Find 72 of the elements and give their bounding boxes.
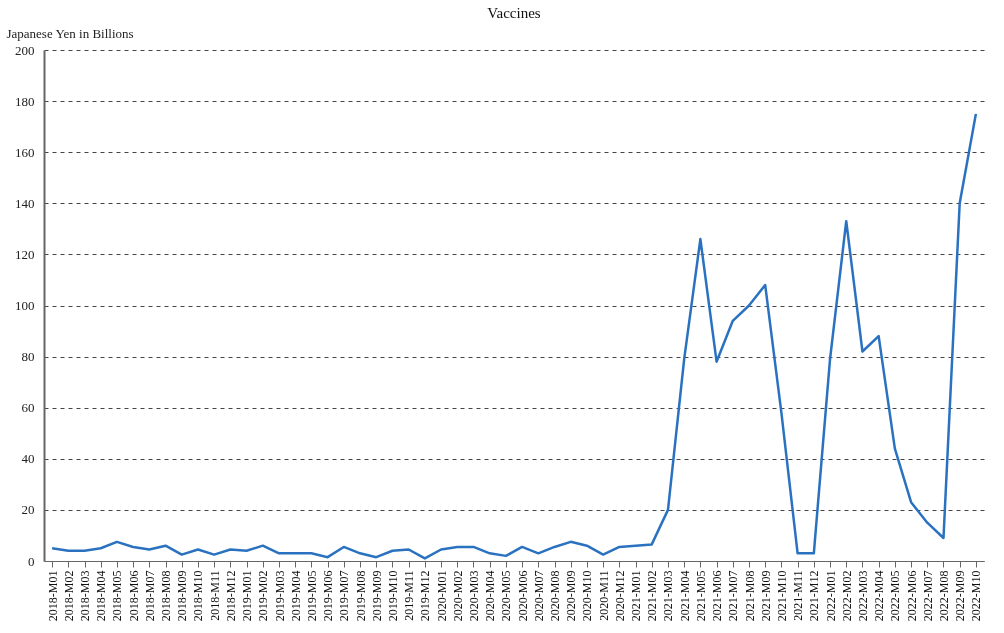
x-tick-label: 2022-M07 xyxy=(920,570,935,622)
y-tick-label: 100 xyxy=(15,298,35,313)
y-tick-label: 140 xyxy=(15,195,35,211)
x-tick-label: 2020-M02 xyxy=(450,570,465,622)
x-tick-label: 2021-M05 xyxy=(693,570,708,622)
x-tick-label: 2019-M05 xyxy=(304,570,319,622)
x-tick-label: 2018-M02 xyxy=(61,570,76,622)
x-tick-label: 2018-M07 xyxy=(142,570,157,622)
x-tick-label: 2022-M10 xyxy=(969,570,984,622)
y-tick-label: 60 xyxy=(21,400,35,416)
x-tick-label: 2020-M05 xyxy=(499,570,514,622)
x-tick-label: 2020-M03 xyxy=(466,570,481,622)
x-tick-label: 2019-M10 xyxy=(385,570,400,622)
x-tick-label: 2018-M12 xyxy=(223,570,238,622)
x-tick-label: 2022-M05 xyxy=(888,570,903,622)
x-tick-label: 2020-M08 xyxy=(548,570,563,622)
chart-title: Vaccines xyxy=(487,5,541,21)
x-tick-label: 2019-M02 xyxy=(256,570,271,622)
x-tick-label: 2022-M03 xyxy=(855,570,870,622)
x-tick-label: 2018-M04 xyxy=(94,570,109,622)
x-tick-label: 2019-M06 xyxy=(321,570,336,622)
x-tick-label: 2021-M06 xyxy=(710,570,725,622)
x-tick-label: 2022-M06 xyxy=(904,570,919,622)
x-tick-label: 2021-M07 xyxy=(726,570,741,622)
y-tick-label: 80 xyxy=(21,349,35,365)
y-tick-label: 20 xyxy=(21,502,35,518)
x-tick-label: 2019-M01 xyxy=(240,570,255,622)
line-series xyxy=(50,112,978,560)
x-tick-label: 2021-M12 xyxy=(807,570,822,622)
y-tick-label: 200 xyxy=(15,42,35,58)
y-tick-label: 160 xyxy=(15,144,35,160)
y-axis-title: Japanese Yen in Billions xyxy=(6,25,134,41)
x-tick-label: 2020-M10 xyxy=(580,570,595,622)
x-tick-label: 2018-M10 xyxy=(191,570,206,622)
x-tick-label: 2018-M03 xyxy=(78,570,93,622)
x-tick-label: 2022-M04 xyxy=(872,570,887,622)
x-tick-label: 2021-M10 xyxy=(774,570,789,622)
x-tick-label: 2020-M11 xyxy=(596,570,611,621)
x-tick-label: 2020-M01 xyxy=(434,570,449,622)
x-tick-label: 2019-M09 xyxy=(369,570,384,622)
x-tick-label: 2022-M02 xyxy=(839,570,854,622)
x-tick-label: 2019-M12 xyxy=(418,570,433,622)
x-tick-label: 2018-M09 xyxy=(175,570,190,622)
x-tick-label: 2019-M11 xyxy=(402,570,417,621)
x-tick-label: 2020-M04 xyxy=(483,570,498,622)
x-tick-label: 2022-M09 xyxy=(953,570,968,622)
x-tick-label: 2019-M04 xyxy=(288,570,303,622)
x-tick-label: 2021-M09 xyxy=(758,570,773,622)
x-tick-label: 2022-M01 xyxy=(823,570,838,622)
x-tick-label: 2020-M12 xyxy=(612,570,627,622)
x-tick-label: 2021-M03 xyxy=(661,570,676,622)
x-tick-label: 2021-M02 xyxy=(645,570,660,622)
x-tick-label: 2020-M09 xyxy=(564,570,579,622)
x-tick-label: 2021-M04 xyxy=(677,570,692,622)
x-tick-label: 2021-M11 xyxy=(791,570,806,621)
x-tick-label: 2018-M01 xyxy=(45,570,60,622)
x-tick-label: 2021-M01 xyxy=(629,570,644,622)
x-tick-label: 2019-M03 xyxy=(272,570,287,622)
x-tick-label: 2020-M07 xyxy=(531,570,546,622)
x-tick-label: 2019-M08 xyxy=(353,570,368,622)
y-tick-label: 40 xyxy=(21,451,35,467)
x-tick-label: 2018-M05 xyxy=(110,570,125,622)
x-tick-label: 2020-M06 xyxy=(515,570,530,622)
y-tick-label: 180 xyxy=(15,93,35,109)
x-tick-label: 2018-M11 xyxy=(207,570,222,621)
x-tick-label: 2018-M08 xyxy=(159,570,174,622)
x-tick-label: 2021-M08 xyxy=(742,570,757,622)
x-tick-label: 2019-M07 xyxy=(337,570,352,622)
y-tick-label: 120 xyxy=(15,246,35,262)
y-tick-label: 0 xyxy=(28,553,35,569)
x-tick-label: 2022-M08 xyxy=(936,570,951,622)
x-tick-label: 2018-M06 xyxy=(126,570,141,622)
